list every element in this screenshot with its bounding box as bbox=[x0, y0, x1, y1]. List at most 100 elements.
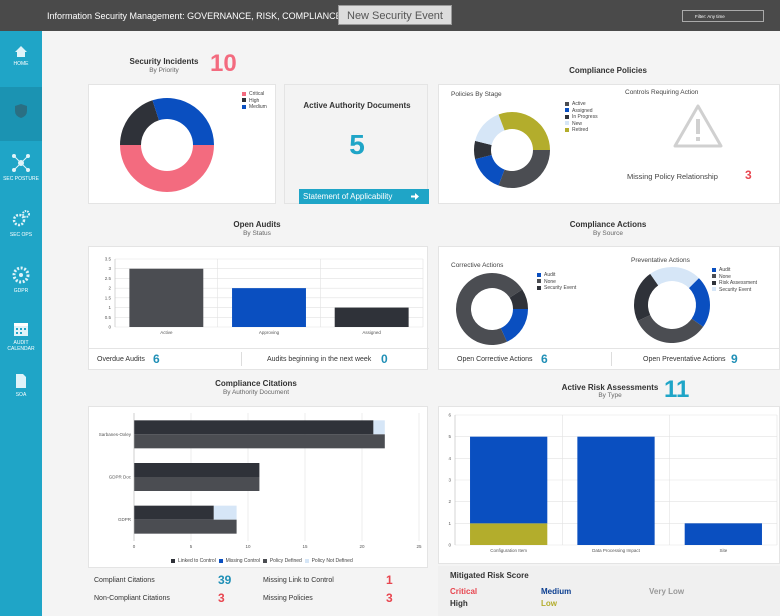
bar[interactable] bbox=[470, 523, 548, 545]
donut-slice[interactable] bbox=[650, 267, 699, 289]
statement-of-applicability-button[interactable]: Statement of Applicability bbox=[299, 189, 429, 204]
legend-item: High bbox=[242, 98, 267, 105]
bar[interactable] bbox=[134, 477, 260, 491]
legend-item: Critical bbox=[242, 91, 267, 98]
legend-item: Security Event bbox=[537, 285, 576, 292]
legend-item: Policy Not Defined bbox=[304, 558, 353, 564]
policies-title: Compliance Policies bbox=[569, 66, 647, 75]
actions-panel: Corrective Actions Preventative Actions … bbox=[438, 246, 780, 370]
bar[interactable] bbox=[373, 420, 385, 435]
gears-icon bbox=[12, 210, 30, 227]
noncompliant-citations-label: Non-Compliant Citations bbox=[94, 595, 170, 602]
y-tick-label: 3.5 bbox=[105, 257, 112, 262]
legend-item: Policy Defined bbox=[262, 558, 302, 564]
legend-item: In Progress bbox=[565, 114, 598, 121]
time-filter-dropdown[interactable]: Filter: Any time bbox=[682, 10, 764, 22]
overdue-audits-count[interactable]: 6 bbox=[153, 352, 160, 366]
donut-slice[interactable] bbox=[475, 114, 505, 145]
y-tick-label: 1 bbox=[448, 521, 451, 526]
x-tick-label: 5 bbox=[190, 544, 193, 549]
audits-subtitle: By Status bbox=[243, 230, 271, 237]
y-tick-label: 3 bbox=[108, 266, 111, 271]
citations-title: Compliance Citations bbox=[215, 379, 297, 388]
incidents-panel: Critical High Medium bbox=[88, 84, 276, 204]
sidebar-item-sec-posture[interactable]: SEC POSTURE bbox=[0, 153, 42, 182]
donut-slice[interactable] bbox=[474, 140, 492, 160]
audits-panel: 0 0.5 1 1.5 2 2.5 3 3.5 Active Approving Assigned … bbox=[88, 246, 429, 370]
authority-count[interactable]: 5 bbox=[349, 129, 365, 160]
bar[interactable] bbox=[334, 307, 409, 327]
policies-legend: Active Assigned In Progress New Retired bbox=[565, 101, 598, 134]
donut-slice[interactable] bbox=[456, 273, 523, 345]
donut-slice[interactable] bbox=[120, 100, 159, 145]
mitigated-risk-panel: Mitigated Risk Score Critical High Mediu… bbox=[438, 566, 780, 616]
sidebar-item-soa[interactable]: SOA bbox=[0, 373, 42, 398]
bar[interactable] bbox=[134, 463, 260, 477]
x-tick-label: Active bbox=[160, 330, 173, 335]
audits-next-week-count[interactable]: 0 bbox=[381, 352, 388, 366]
preventative-actions-label: Preventative Actions bbox=[631, 257, 690, 264]
controls-requiring-action-label: Controls Requiring Action bbox=[625, 89, 699, 96]
missing-policy-relationship-label: Missing Policy Relationship bbox=[627, 172, 718, 181]
missing-policies-label: Missing Policies bbox=[263, 595, 313, 602]
legend-item: Audit bbox=[537, 272, 576, 279]
authority-title: Active Authority Documents bbox=[303, 101, 411, 110]
donut-slice[interactable] bbox=[509, 289, 528, 309]
sidebar-item-gdpr[interactable]: GDPR bbox=[0, 265, 42, 294]
donut-slice[interactable] bbox=[152, 98, 214, 145]
donut-slice[interactable] bbox=[475, 155, 505, 186]
donut-slice[interactable] bbox=[120, 145, 214, 192]
sidebar-item-shield[interactable] bbox=[0, 87, 42, 141]
missing-link-label: Missing Link to Control bbox=[263, 577, 334, 584]
divider bbox=[89, 348, 429, 349]
arrow-right-icon bbox=[411, 193, 419, 200]
risk-bar-chart: 0 1 2 3 4 5 6 Configuration Item Data Processing… bbox=[448, 413, 778, 553]
authority-panel: Active Authority Documents 5 Statement o… bbox=[284, 84, 429, 204]
x-tick-label: Site bbox=[719, 548, 727, 553]
missing-policy-relationship-count[interactable]: 3 bbox=[745, 168, 752, 182]
donut-slice[interactable] bbox=[498, 150, 550, 188]
open-preventative-actions-count[interactable]: 9 bbox=[731, 352, 738, 366]
bar[interactable] bbox=[577, 436, 655, 545]
legend-item: Assigned bbox=[565, 108, 598, 115]
sidebar-item-audit-calendar[interactable]: AUDIT CALENDAR bbox=[0, 321, 42, 352]
donut-slice[interactable] bbox=[688, 278, 710, 327]
y-tick-label: 3 bbox=[448, 478, 451, 483]
x-tick-label: 10 bbox=[245, 544, 251, 549]
bar[interactable] bbox=[213, 505, 237, 520]
bar[interactable] bbox=[232, 288, 306, 327]
bar[interactable] bbox=[134, 434, 385, 449]
risk-count[interactable]: 11 bbox=[664, 376, 690, 403]
y-tick-label: 2 bbox=[448, 499, 451, 504]
missing-link-count[interactable]: 1 bbox=[386, 573, 393, 587]
missing-policies-count[interactable]: 3 bbox=[386, 591, 393, 605]
incidents-count[interactable]: 10 bbox=[210, 50, 237, 77]
x-tick-label: Assigned bbox=[362, 330, 381, 335]
donut-slice[interactable] bbox=[637, 315, 704, 343]
sidebar-item-sec-ops[interactable]: SEC OPS bbox=[0, 209, 42, 238]
bar[interactable] bbox=[134, 420, 374, 435]
bar[interactable] bbox=[134, 519, 237, 534]
legend-item: Linked to Control bbox=[171, 558, 216, 564]
donut-slice[interactable] bbox=[500, 309, 528, 342]
donut-slice[interactable] bbox=[498, 112, 550, 150]
y-tick-label: 0.5 bbox=[105, 315, 112, 320]
new-security-event-button[interactable]: New Security Event bbox=[338, 5, 452, 25]
open-corrective-actions-count[interactable]: 6 bbox=[541, 352, 548, 366]
app-title: Information Security Management: GOVERNA… bbox=[47, 11, 342, 21]
y-tick-label: 5 bbox=[448, 434, 451, 439]
policies-donut bbox=[474, 112, 550, 188]
donut-slice[interactable] bbox=[634, 273, 659, 322]
sidebar-item-home[interactable]: HOME bbox=[0, 45, 42, 67]
bar[interactable] bbox=[684, 523, 762, 545]
risk-subtitle: By Type bbox=[598, 392, 622, 399]
compliant-citations-count[interactable]: 39 bbox=[218, 573, 232, 587]
citations-bar-chart: 0 5 10 15 20 25 Sarbanes-Oxley GDPR Doc GDPR bbox=[99, 413, 422, 549]
mitigated-risk-title: Mitigated Risk Score bbox=[450, 571, 529, 580]
x-tick-label: Data Processing Impact bbox=[592, 548, 641, 553]
noncompliant-citations-count[interactable]: 3 bbox=[218, 591, 225, 605]
bar[interactable] bbox=[134, 505, 214, 520]
bar[interactable] bbox=[470, 436, 548, 524]
divider bbox=[611, 352, 612, 366]
bar[interactable] bbox=[129, 268, 204, 327]
